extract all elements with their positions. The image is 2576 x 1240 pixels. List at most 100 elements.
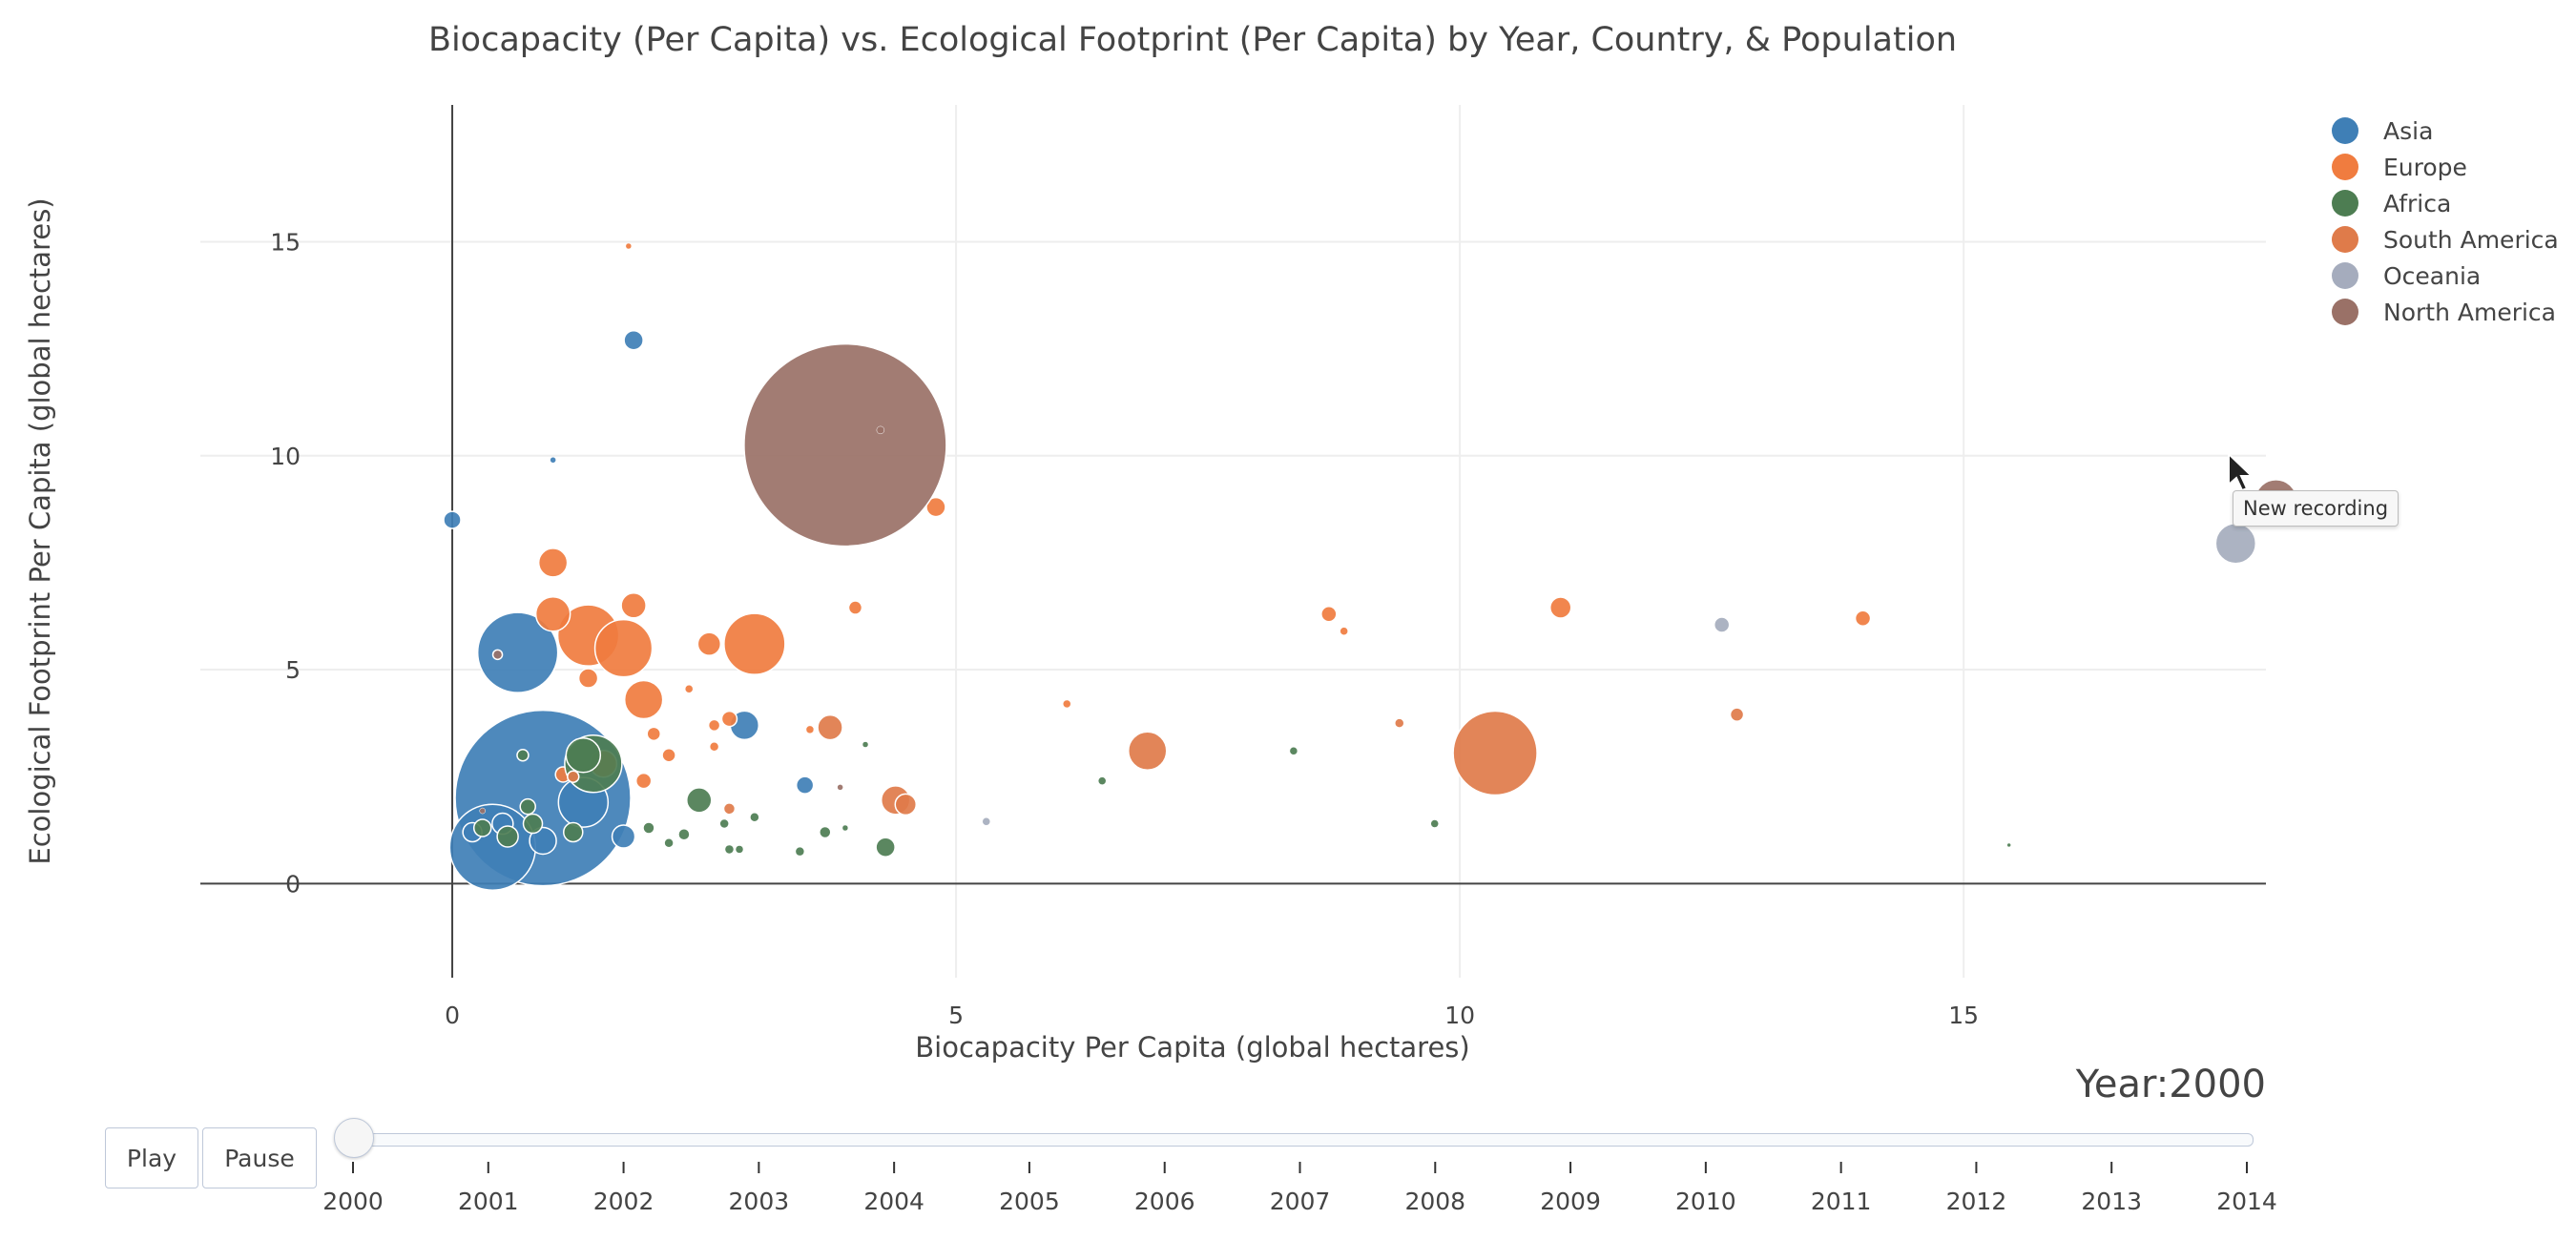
data-point-africa[interactable] — [1289, 747, 1298, 755]
data-point-asia[interactable] — [623, 329, 644, 351]
data-point-north-america[interactable] — [876, 425, 885, 435]
data-point-europe[interactable] — [1062, 699, 1071, 709]
data-point-europe[interactable] — [646, 726, 661, 742]
x-tick-label: 5 — [948, 1002, 964, 1029]
legend-label: Oceania — [2383, 261, 2482, 290]
data-point-europe[interactable] — [534, 596, 571, 632]
data-point-africa[interactable] — [794, 845, 806, 858]
data-point-north-america[interactable] — [491, 649, 504, 661]
data-point-europe[interactable] — [593, 618, 654, 678]
pause-button[interactable]: Pause — [202, 1127, 317, 1188]
data-point-south-america[interactable] — [1394, 717, 1405, 729]
year-slider-track[interactable] — [343, 1133, 2254, 1147]
data-point-africa[interactable] — [522, 813, 544, 835]
data-point-europe[interactable] — [623, 679, 664, 720]
legend-item-oceania[interactable]: Oceania — [2328, 258, 2559, 294]
tick-labels: 0 5 10 15 0 5 10 15 — [270, 229, 1979, 1029]
data-point-africa[interactable] — [516, 749, 530, 762]
data-point-africa[interactable] — [1097, 776, 1107, 785]
legend-label: South America — [2383, 225, 2559, 254]
data-point-africa[interactable] — [735, 845, 744, 854]
data-point-africa[interactable] — [841, 824, 849, 832]
data-point-africa[interactable] — [472, 818, 492, 837]
x-tick-label: 15 — [1948, 1002, 1979, 1029]
data-point-africa[interactable] — [723, 843, 736, 856]
y-tick-label: 0 — [285, 870, 301, 898]
legend-swatch — [2332, 154, 2358, 180]
data-point-africa[interactable] — [1430, 819, 1439, 828]
data-point-asia[interactable] — [529, 826, 557, 856]
data-point-europe[interactable] — [684, 684, 694, 693]
data-point-asia[interactable] — [448, 803, 537, 891]
data-point-africa[interactable] — [563, 821, 584, 843]
data-point-south-america[interactable] — [1729, 707, 1745, 722]
legend-item-asia[interactable]: Asia — [2328, 113, 2559, 149]
y-axis-label: Ecological Footprint Per Capita (global … — [24, 197, 56, 864]
data-point-asia[interactable] — [611, 824, 636, 849]
data-point-africa[interactable] — [642, 821, 655, 835]
data-point-africa[interactable] — [862, 741, 869, 748]
legend-swatch — [2332, 226, 2358, 253]
data-point-africa[interactable] — [718, 817, 730, 830]
y-tick-label: 5 — [285, 656, 301, 684]
data-point-asia[interactable] — [443, 510, 462, 529]
data-point-europe[interactable] — [625, 242, 633, 250]
year-readout: Year:2000 — [1908, 1063, 2266, 1106]
data-point-africa[interactable] — [496, 825, 519, 848]
data-point-africa[interactable] — [519, 797, 536, 816]
data-point-europe[interactable] — [805, 725, 815, 734]
data-point-africa[interactable] — [2006, 842, 2011, 848]
data-point-europe[interactable] — [634, 772, 653, 790]
data-point-europe[interactable] — [661, 748, 676, 763]
data-point-north-america[interactable] — [837, 784, 843, 791]
y-tick-label: 15 — [270, 229, 301, 257]
data-point-europe[interactable] — [696, 631, 722, 656]
data-point-north-america[interactable] — [479, 807, 486, 815]
data-point-north-america[interactable] — [743, 342, 947, 548]
data-point-europe[interactable] — [1854, 610, 1872, 627]
tooltip: New recording — [2233, 490, 2399, 527]
x-tick-label: 0 — [445, 1002, 460, 1029]
data-point-europe[interactable] — [708, 741, 720, 753]
data-point-africa[interactable] — [875, 837, 896, 858]
legend-item-north-america[interactable]: North America — [2328, 294, 2559, 330]
y-tick-label: 10 — [270, 443, 301, 470]
play-button[interactable]: Play — [105, 1127, 198, 1188]
data-point-south-america[interactable] — [722, 802, 737, 816]
data-point-europe[interactable] — [1340, 627, 1348, 635]
data-point-europe[interactable] — [707, 718, 721, 733]
data-point-south-america[interactable] — [567, 770, 580, 783]
data-point-africa[interactable] — [677, 827, 691, 841]
data-point-south-america[interactable] — [1452, 710, 1538, 796]
data-point-south-america[interactable] — [817, 713, 843, 741]
year-slider-handle[interactable] — [334, 1118, 374, 1158]
legend-item-europe[interactable]: Europe — [2328, 149, 2559, 185]
legend-item-africa[interactable]: Africa — [2328, 185, 2559, 221]
legend-item-south-america[interactable]: South America — [2328, 221, 2559, 258]
data-point-oceania[interactable] — [982, 817, 991, 826]
data-point-oceania[interactable] — [2214, 522, 2257, 565]
data-point-europe[interactable] — [720, 710, 738, 728]
data-point-europe[interactable] — [577, 668, 599, 689]
data-point-south-america[interactable] — [894, 793, 918, 816]
data-point-europe[interactable] — [723, 612, 786, 675]
data-point-oceania[interactable] — [1713, 616, 1731, 633]
data-point-south-america[interactable] — [1127, 731, 1168, 772]
data-point-asia[interactable] — [476, 611, 559, 693]
data-point-africa[interactable] — [686, 787, 713, 814]
data-point-europe[interactable] — [925, 496, 946, 518]
data-point-europe[interactable] — [1548, 596, 1572, 619]
data-point-africa[interactable] — [565, 737, 602, 774]
data-point-africa[interactable] — [819, 825, 832, 839]
data-point-asia[interactable] — [550, 457, 556, 464]
data-point-asia[interactable] — [795, 775, 815, 795]
data-point-europe[interactable] — [620, 592, 647, 619]
data-point-africa[interactable] — [663, 837, 675, 849]
data-point-europe[interactable] — [1320, 606, 1338, 623]
legend-swatch — [2332, 190, 2358, 217]
data-point-europe[interactable] — [537, 548, 569, 578]
data-point-africa[interactable] — [749, 812, 760, 823]
data-point-europe[interactable] — [847, 600, 863, 615]
legend-label: Asia — [2383, 116, 2434, 145]
